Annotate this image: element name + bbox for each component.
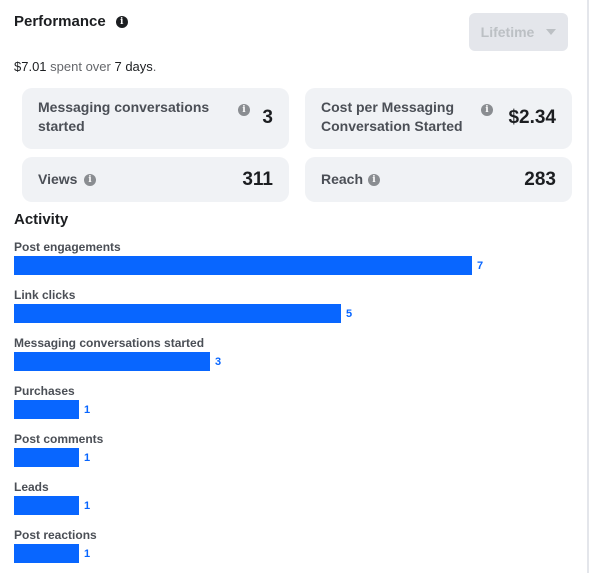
- metric-value: 283: [524, 169, 556, 190]
- metric-label: Views: [38, 171, 78, 187]
- info-icon[interactable]: i: [238, 104, 250, 116]
- spend-summary: $7.01 spent over 7 days.: [14, 59, 156, 74]
- activity-row: Post reactions 1: [14, 528, 97, 563]
- metric-label: Cost per Messaging Conversation Started: [321, 99, 463, 134]
- activity-value: 1: [84, 499, 91, 512]
- metric-card-views: Views i 311: [22, 157, 289, 202]
- page-title: Performance: [14, 13, 106, 30]
- activity-row: Link clicks 5: [14, 288, 352, 323]
- metric-card-reach: Reach i 283: [305, 157, 572, 202]
- activity-value: 3: [215, 355, 222, 368]
- activity-bar-line: 5: [14, 304, 352, 323]
- activity-value: 5: [346, 307, 353, 320]
- info-icon[interactable]: i: [84, 174, 96, 186]
- activity-label: Post engagements: [14, 240, 121, 254]
- activity-label: Messaging conversations started: [14, 336, 205, 350]
- spend-amount: $7.01: [14, 59, 47, 74]
- activity-bar: [14, 448, 79, 467]
- info-icon[interactable]: i: [481, 104, 493, 116]
- activity-value: 1: [84, 547, 91, 560]
- metric-value: $2.34: [508, 107, 556, 128]
- activity-bar-line: 1: [14, 496, 90, 515]
- metric-value: 3: [262, 107, 273, 128]
- activity-row: Purchases 1: [14, 384, 90, 419]
- activity-bar: [14, 496, 79, 515]
- activity-row: Leads 1: [14, 480, 90, 515]
- performance-header: Performance i: [14, 13, 128, 30]
- activity-title: Activity: [14, 211, 69, 228]
- info-icon[interactable]: i: [115, 15, 128, 28]
- activity-bar-line: 3: [14, 352, 221, 371]
- activity-bar: [14, 304, 341, 323]
- dropdown-label: Lifetime: [480, 24, 535, 40]
- spend-days: 7 days: [114, 59, 153, 74]
- metric-card-messaging: Messaging conversations started i 3: [22, 88, 289, 149]
- activity-bar: [14, 544, 79, 563]
- activity-row: Messaging conversations started 3: [14, 336, 221, 371]
- activity-bar: [14, 400, 79, 419]
- activity-label: Purchases: [14, 384, 75, 398]
- activity-value: 1: [84, 403, 91, 416]
- activity-label: Post reactions: [14, 528, 97, 542]
- activity-value: 1: [84, 451, 91, 464]
- info-icon[interactable]: i: [368, 174, 380, 186]
- metric-card-cost-per-conversation: Cost per Messaging Conversation Started …: [305, 88, 572, 149]
- activity-label: Leads: [14, 480, 49, 494]
- date-range-dropdown[interactable]: Lifetime: [469, 13, 568, 51]
- activity-bar: [14, 256, 472, 275]
- metric-label: Messaging conversations started: [38, 99, 210, 134]
- activity-row: Post comments 1: [14, 432, 103, 467]
- activity-bar-line: 1: [14, 544, 97, 563]
- caret-down-icon: [546, 29, 557, 35]
- activity-bar-line: 7: [14, 256, 483, 275]
- spend-period: .: [152, 59, 157, 74]
- panel-right-border: [587, 0, 589, 573]
- activity-bar: [14, 352, 210, 371]
- metric-value: 311: [242, 169, 273, 190]
- activity-row: Post engagements 7: [14, 240, 483, 275]
- activity-label: Post comments: [14, 432, 104, 446]
- activity-bar-line: 1: [14, 400, 90, 419]
- activity-value: 7: [477, 259, 484, 272]
- metric-label: Reach: [321, 171, 364, 187]
- activity-label: Link clicks: [14, 288, 76, 302]
- spend-text: spent over: [46, 59, 115, 74]
- activity-bar-line: 1: [14, 448, 103, 467]
